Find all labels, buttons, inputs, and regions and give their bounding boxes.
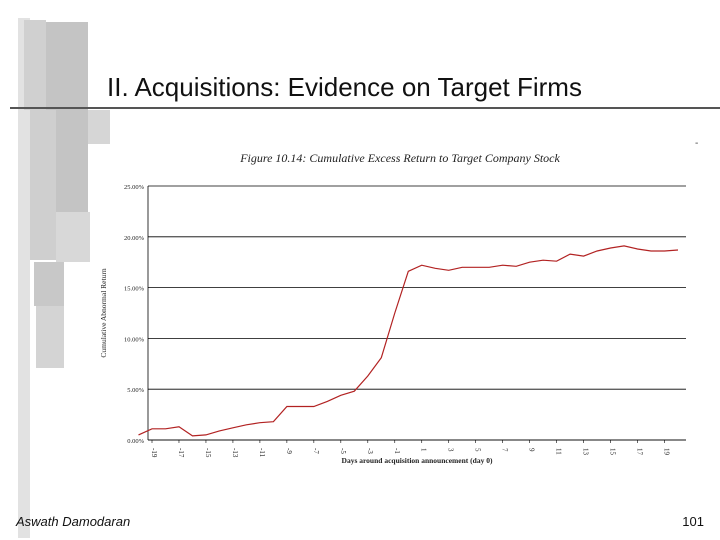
x-tick-label: 5 — [474, 448, 482, 452]
y-tick-label: 20.00% — [124, 235, 145, 242]
decoration-bar — [56, 212, 90, 262]
chart-title: Figure 10.14: Cumulative Excess Return t… — [240, 151, 560, 165]
x-tick-label: 17 — [636, 448, 644, 456]
x-tick-label: -1 — [393, 448, 401, 454]
x-tick-label: 1 — [420, 448, 428, 452]
y-tick-label: 5.00% — [127, 387, 144, 394]
x-tick-label: 11 — [555, 448, 563, 455]
y-tick-label: 25.00% — [124, 184, 145, 191]
grid-layer — [148, 185, 686, 441]
footer-author: Aswath Damodaran — [16, 514, 131, 529]
x-tick-label: -5 — [339, 448, 347, 454]
x-tick-label: -3 — [366, 448, 374, 454]
x-tick-label: -19 — [150, 448, 158, 458]
y-tick-label: 0.00% — [127, 438, 144, 445]
x-tick-label: 19 — [663, 448, 671, 456]
x-tick-label: -7 — [312, 448, 320, 454]
chart-panel — [96, 146, 690, 470]
x-tick-label: 15 — [609, 448, 617, 456]
decoration-bar — [36, 306, 64, 368]
series-line — [138, 245, 679, 437]
series-layer — [138, 245, 679, 437]
x-tick-label: -11 — [258, 448, 266, 458]
label-layer: 0.00%5.00%10.00%15.00%20.00%25.00%-19 -17… — [99, 184, 671, 465]
y-tick-label: 15.00% — [124, 286, 145, 293]
decoration-bar — [34, 262, 64, 306]
decoration-bar — [24, 20, 46, 110]
stray-mark: - — [695, 138, 699, 149]
x-tick-label: -17 — [177, 448, 185, 458]
x-axis-label: Days around acquisition announcement (da… — [342, 456, 493, 465]
x-tick-label: -15 — [204, 448, 212, 458]
y-tick-label: 10.00% — [124, 336, 145, 343]
axis-layer — [147, 186, 686, 443]
x-tick-label: 9 — [528, 448, 536, 452]
x-tick-label: 7 — [501, 448, 509, 452]
x-tick-label: -13 — [231, 448, 239, 458]
x-tick-label: -9 — [285, 448, 293, 454]
title-divider — [10, 107, 720, 109]
slide-title: II. Acquisitions: Evidence on Target Fir… — [107, 72, 582, 102]
page-number: 101 — [682, 514, 704, 529]
y-axis-label: Cumulative Abnormal Return — [99, 268, 108, 357]
decoration-bar — [88, 110, 110, 144]
decoration-bar — [18, 18, 30, 538]
decoration-bar — [30, 110, 56, 260]
x-tick-label: 3 — [447, 448, 455, 452]
x-tick-label: 13 — [582, 448, 590, 456]
